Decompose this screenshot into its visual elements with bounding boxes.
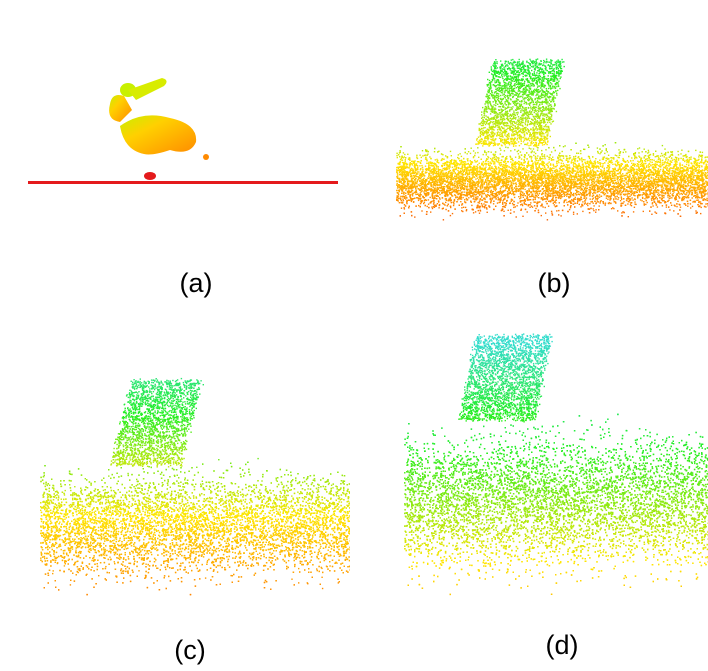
object-shape (109, 78, 209, 160)
point-cloud-d (404, 333, 708, 596)
ground-plane (28, 181, 338, 184)
point-cloud-b (396, 58, 708, 221)
panel-a-label: (a) (156, 268, 236, 299)
panel-d-label: (d) (522, 630, 602, 661)
panel-a: (a) (20, 70, 350, 298)
panel-d: (d) (404, 330, 708, 660)
panel-b-label: (b) (514, 268, 594, 299)
ground-object (144, 172, 156, 180)
point-cloud-a (28, 78, 338, 184)
panel-b: (b) (396, 40, 708, 298)
panel-c: (c) (40, 340, 350, 665)
panel-c-label: (c) (150, 635, 230, 666)
point-cloud-c (40, 377, 350, 596)
